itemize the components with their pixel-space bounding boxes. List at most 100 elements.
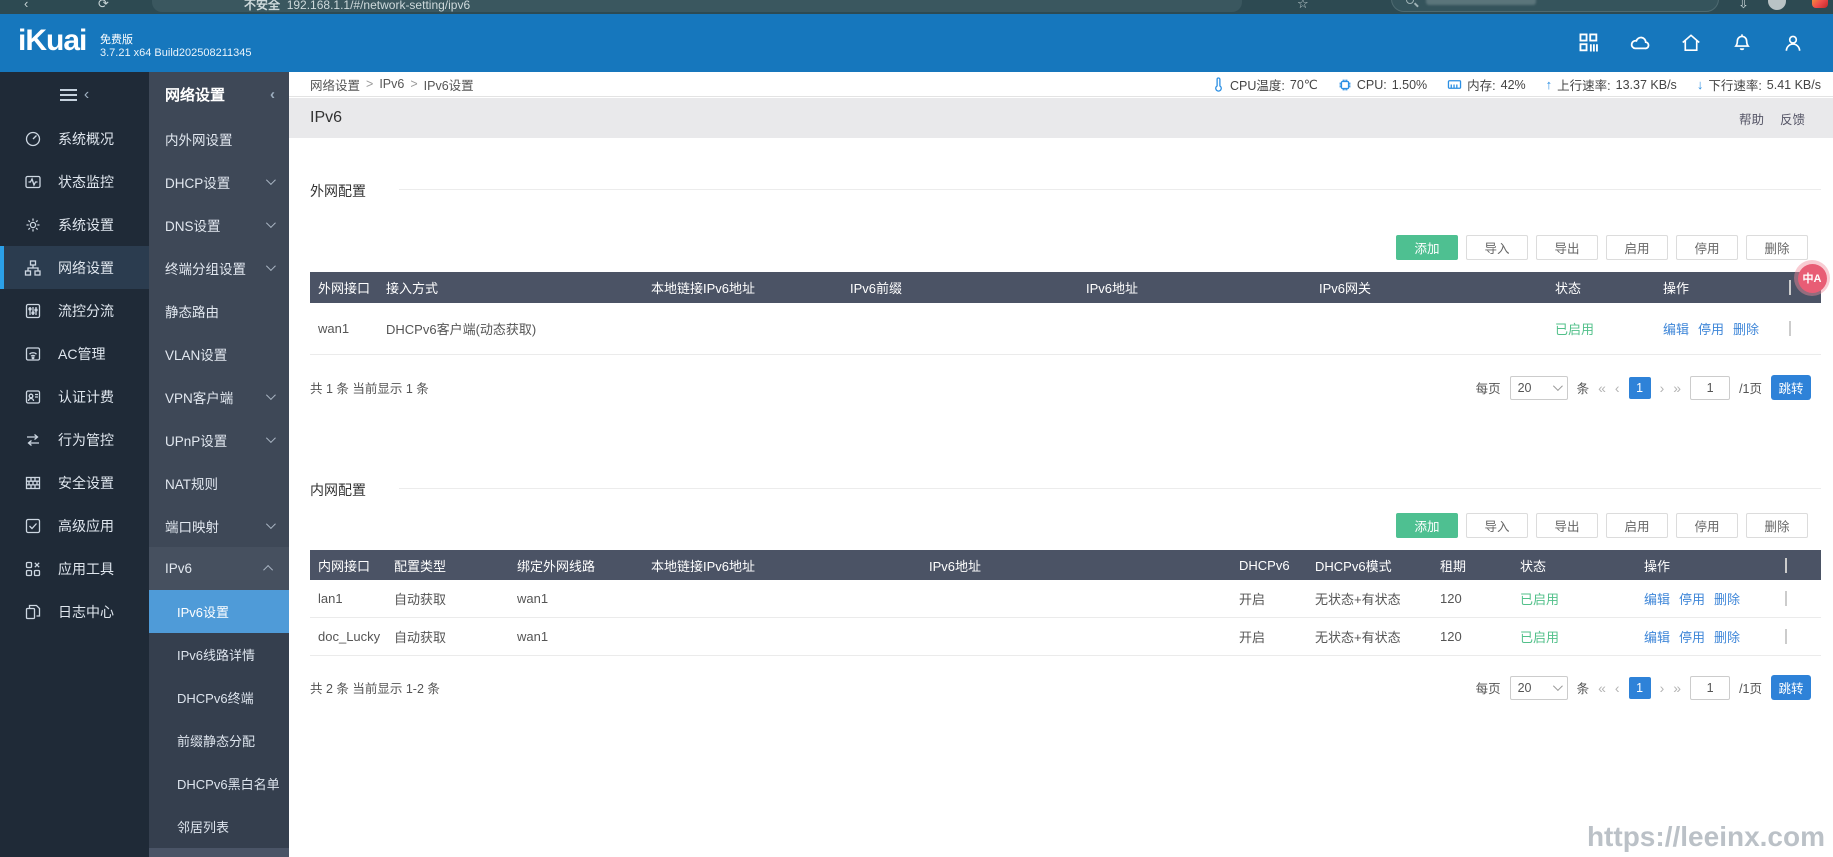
delete-button[interactable]: 删除 xyxy=(1746,513,1808,538)
status-badge: 已启用 xyxy=(1520,592,1560,607)
row-checkbox[interactable] xyxy=(1789,321,1791,336)
jump-button[interactable]: 跳转 xyxy=(1771,675,1811,700)
submenu-child-prefix-static[interactable]: 前缀静态分配 xyxy=(149,719,289,762)
enable-button[interactable]: 启用 xyxy=(1606,513,1668,538)
disable-button[interactable]: 停用 xyxy=(1676,235,1738,260)
download-icon[interactable]: ⇩ xyxy=(1738,0,1749,11)
import-button[interactable]: 导入 xyxy=(1466,235,1528,260)
page-number-button[interactable]: 1 xyxy=(1628,676,1651,699)
sidebar-item-security-settings[interactable]: 安全设置 xyxy=(0,461,149,504)
delete-button[interactable]: 删除 xyxy=(1746,235,1808,260)
breadcrumb-ipv6-settings[interactable]: IPv6设置 xyxy=(423,78,474,93)
select-all-checkbox[interactable] xyxy=(1785,557,1787,573)
disable-button[interactable]: 停用 xyxy=(1676,513,1738,538)
lan-iface: lan1 xyxy=(318,591,343,606)
submenu-item-terminal-group[interactable]: 终端分组设置 xyxy=(149,246,289,289)
submenu-child-ipv6-settings[interactable]: IPv6设置 xyxy=(149,590,289,633)
add-button[interactable]: 添加 xyxy=(1396,513,1458,538)
disable-link[interactable]: 停用 xyxy=(1698,322,1725,337)
page-jump-input[interactable] xyxy=(1690,675,1731,700)
wan-pagination-summary: 共 1 条 当前显示 1 条 xyxy=(310,382,429,396)
memory-icon xyxy=(1447,78,1462,91)
browser-back-icon[interactable]: ‹ xyxy=(24,0,29,11)
submenu-item-ipv6[interactable]: IPv6 xyxy=(149,547,289,590)
sidebar-item-ac-management[interactable]: AC管理 xyxy=(0,332,149,375)
sidebar-item-traffic-control[interactable]: 流控分流 xyxy=(0,289,149,332)
browser-address-bar[interactable]: 不安全 192.168.1.1/#/network-setting/ipv6 xyxy=(152,0,1242,12)
first-page-icon[interactable]: « xyxy=(1598,679,1606,696)
disable-link[interactable]: 停用 xyxy=(1679,630,1706,645)
select-all-checkbox[interactable] xyxy=(1789,280,1791,295)
submenu-item-nat-rules[interactable]: NAT规则 xyxy=(165,476,218,492)
sidebar-item-app-tools[interactable]: 应用工具 xyxy=(0,547,149,590)
export-button[interactable]: 导出 xyxy=(1536,513,1598,538)
submenu-item-static-route[interactable]: 静态路由 xyxy=(165,304,219,320)
disable-link[interactable]: 停用 xyxy=(1679,592,1706,607)
submenu-item-upnp[interactable]: UPnP设置 xyxy=(149,418,289,461)
sidebar-item-auth-billing[interactable]: 认证计费 xyxy=(0,375,149,418)
enable-button[interactable]: 启用 xyxy=(1606,235,1668,260)
submenu-child-ipv6-line-details[interactable]: IPv6线路详情 xyxy=(149,633,289,676)
feedback-link[interactable]: 反馈 xyxy=(1779,112,1805,127)
delete-link[interactable]: 删除 xyxy=(1733,322,1760,337)
translate-badge[interactable]: 中A xyxy=(1794,260,1830,296)
edit-link[interactable]: 编辑 xyxy=(1663,322,1690,337)
first-page-icon[interactable]: « xyxy=(1598,379,1606,396)
row-checkbox[interactable] xyxy=(1785,591,1787,606)
sidebar-item-status-monitor[interactable]: 状态监控 xyxy=(0,160,149,203)
wall-icon xyxy=(25,476,41,489)
browser-reload-icon[interactable]: ⟳ xyxy=(98,0,109,11)
submenu-item-vpn-client[interactable]: VPN客户端 xyxy=(149,375,289,418)
bell-icon[interactable] xyxy=(1730,31,1754,55)
help-link[interactable]: 帮助 xyxy=(1738,112,1764,127)
submenu-item-wan-lan[interactable]: 内外网设置 xyxy=(165,132,233,148)
collapse-chevron-icon: ‹ xyxy=(83,85,90,103)
submenu-item-port-mapping[interactable]: 端口映射 xyxy=(149,504,289,547)
delete-link[interactable]: 删除 xyxy=(1714,630,1741,645)
per-page-select[interactable]: 20 xyxy=(1509,675,1568,700)
wan-toolbar: 添加 导入 导出 启用 停用 删除 xyxy=(1396,235,1808,260)
export-button[interactable]: 导出 xyxy=(1536,235,1598,260)
last-page-icon[interactable]: » xyxy=(1673,679,1682,696)
prev-page-icon[interactable]: ‹ xyxy=(1614,679,1620,696)
sidebar-item-advanced-apps[interactable]: 高级应用 xyxy=(0,504,149,547)
sidebar-item-label: 行为管控 xyxy=(58,431,114,448)
row-checkbox[interactable] xyxy=(1785,629,1787,644)
submenu-item-dns[interactable]: DNS设置 xyxy=(149,203,289,246)
sidebar-item-system-settings[interactable]: 系统设置 xyxy=(0,203,149,246)
submenu-item-vlan[interactable]: VLAN设置 xyxy=(165,347,228,363)
browser-extension-icon[interactable] xyxy=(1812,0,1828,8)
submenu-child-dhcpv6-terminal[interactable]: DHCPv6终端 xyxy=(149,676,289,719)
sidebar-item-behavior-control[interactable]: 行为管控 xyxy=(0,418,149,461)
last-page-icon[interactable]: » xyxy=(1673,379,1682,396)
breadcrumb-network-settings[interactable]: 网络设置 xyxy=(310,78,361,93)
jump-button[interactable]: 跳转 xyxy=(1771,375,1811,400)
cloud-icon[interactable] xyxy=(1628,31,1652,55)
browser-avatar[interactable] xyxy=(1768,0,1786,10)
user-icon[interactable] xyxy=(1781,31,1805,55)
add-button[interactable]: 添加 xyxy=(1396,235,1458,260)
submenu-child-neighbor-list[interactable]: 邻居列表 xyxy=(149,805,289,848)
bookmark-star-icon[interactable]: ☆ xyxy=(1297,0,1309,11)
edit-link[interactable]: 编辑 xyxy=(1644,630,1671,645)
next-page-icon[interactable]: › xyxy=(1659,379,1665,396)
next-page-icon[interactable]: › xyxy=(1659,679,1665,696)
page-number-button[interactable]: 1 xyxy=(1628,376,1651,399)
submenu-child-dhcpv6-lists[interactable]: DHCPv6黑白名单 xyxy=(149,762,289,805)
delete-link[interactable]: 删除 xyxy=(1714,592,1741,607)
sidebar-collapse-button[interactable]: ‹ xyxy=(0,72,149,117)
submenu-item-dhcp[interactable]: DHCP设置 xyxy=(149,160,289,203)
submenu-collapse-icon[interactable]: ‹ xyxy=(270,86,275,103)
sidebar-item-log-center[interactable]: 日志中心 xyxy=(0,590,149,633)
import-button[interactable]: 导入 xyxy=(1466,513,1528,538)
prev-page-icon[interactable]: ‹ xyxy=(1614,379,1620,396)
breadcrumb-ipv6[interactable]: IPv6 xyxy=(379,77,405,91)
edit-link[interactable]: 编辑 xyxy=(1644,592,1671,607)
per-page-select[interactable]: 20 xyxy=(1509,375,1568,400)
browser-search-pill[interactable] xyxy=(1391,0,1719,12)
apps-icon[interactable] xyxy=(1577,31,1601,55)
sidebar-item-network-settings[interactable]: 网络设置 xyxy=(0,246,149,289)
page-jump-input[interactable] xyxy=(1690,375,1731,400)
home-icon[interactable] xyxy=(1679,31,1703,55)
sidebar-item-system-overview[interactable]: 系统概况 xyxy=(0,117,149,160)
